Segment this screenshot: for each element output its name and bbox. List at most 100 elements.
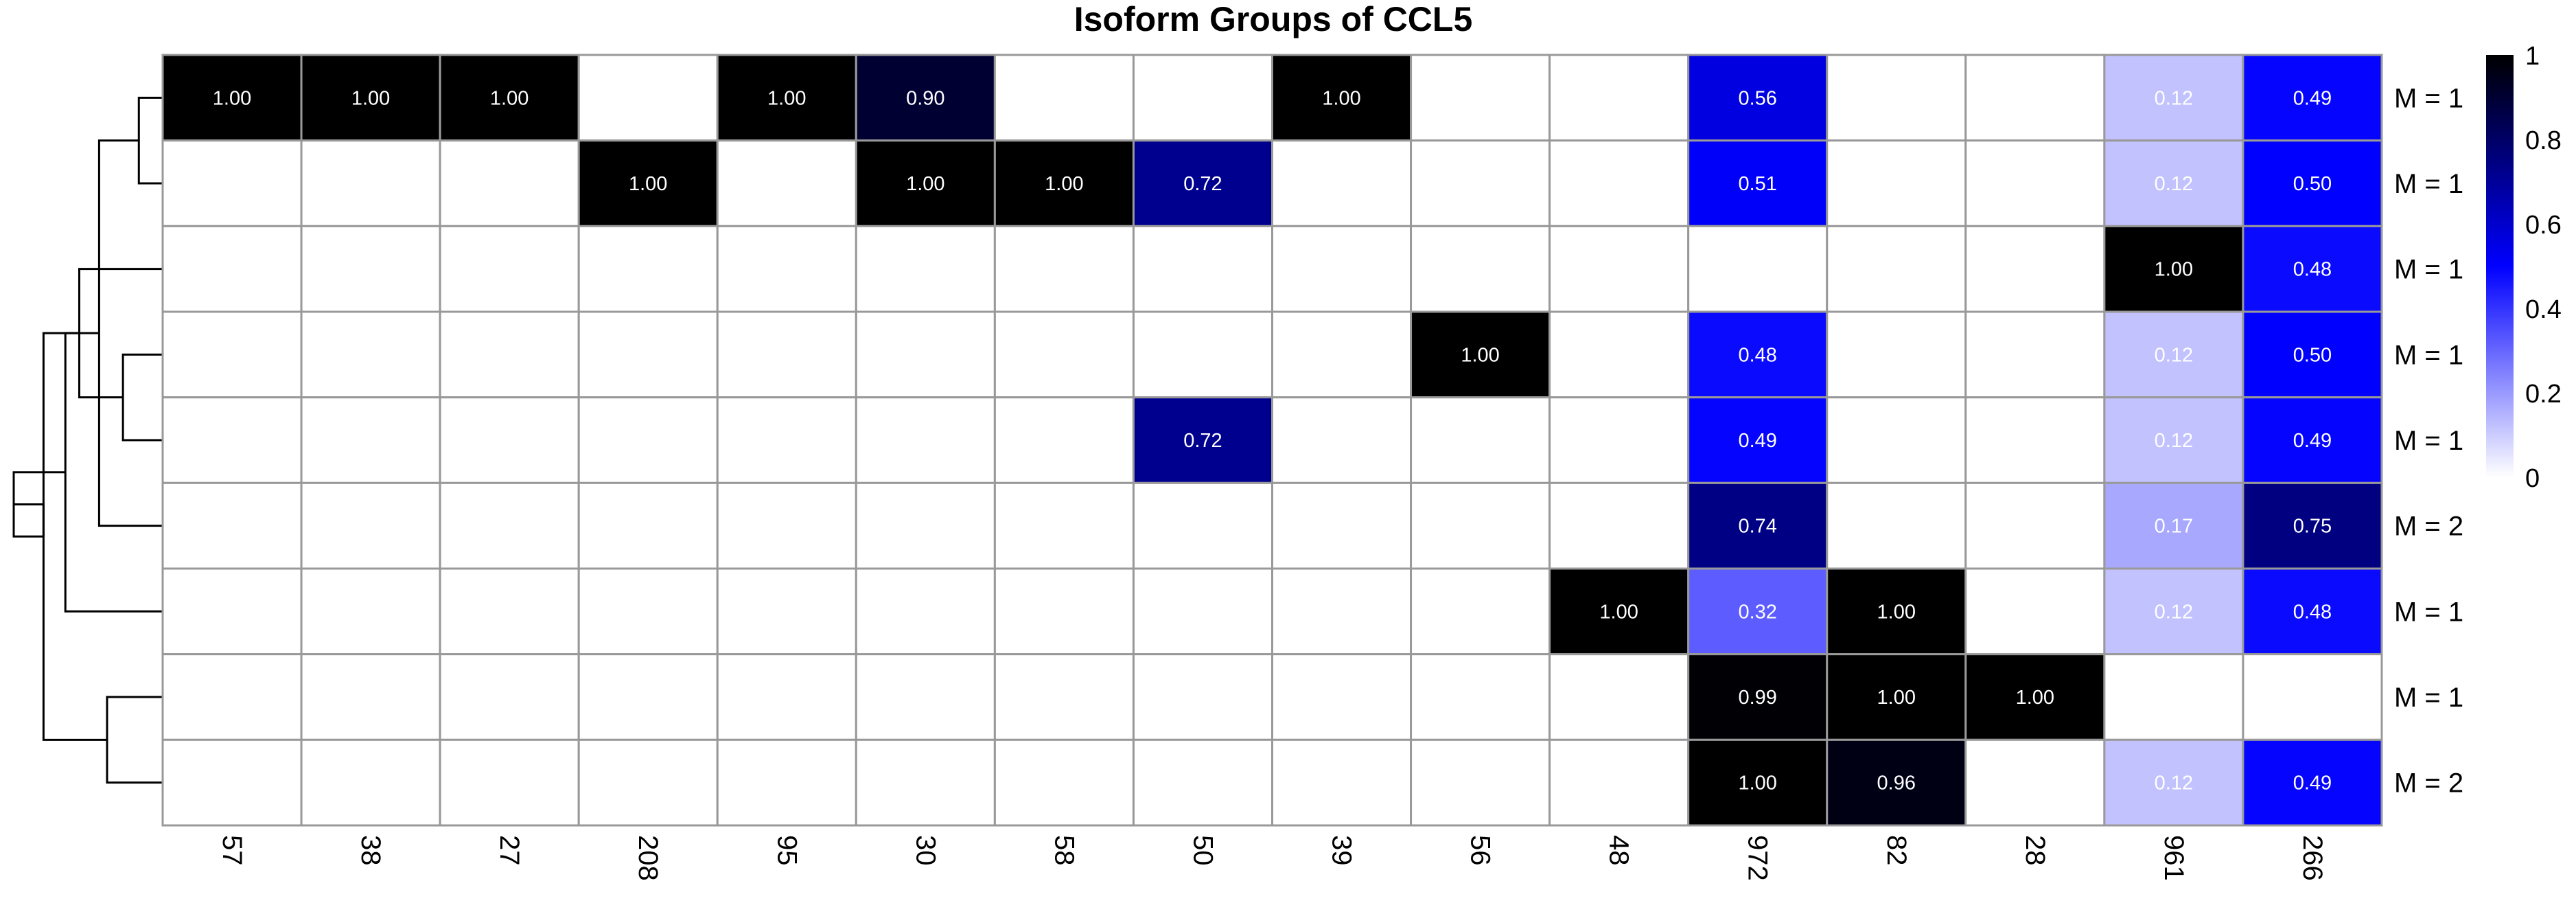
- heatmap-cell: [1132, 481, 1273, 570]
- heatmap-cell: [577, 653, 719, 741]
- heatmap-cell: [1964, 310, 2106, 399]
- chart-title: Isoform Groups of CCL5: [1074, 0, 1473, 38]
- heatmap-cell: [855, 481, 996, 570]
- legend-color-bar: [2486, 55, 2514, 477]
- heatmap-cell: [1964, 738, 2106, 827]
- cell-value-label: 0.49: [2293, 430, 2332, 452]
- heatmap-cell: [716, 396, 857, 484]
- heatmap-cell: [439, 139, 580, 227]
- cell-value-label: 0.75: [2293, 516, 2332, 538]
- cell-value-label: 1.00: [2016, 687, 2054, 709]
- legend-tick-label: 0.2: [2525, 380, 2562, 409]
- heatmap-cell: [1826, 54, 1967, 142]
- row-label: M = 1: [2394, 340, 2463, 370]
- heatmap-cell: [1132, 567, 1273, 656]
- dendrogram-branch: [137, 96, 163, 185]
- heatmap-cell: [2242, 225, 2383, 313]
- heatmap-cell: [300, 653, 441, 741]
- heatmap-cell: [1548, 481, 1690, 570]
- cell-value-label: 0.49: [1738, 430, 1776, 452]
- row-label: M = 1: [2394, 683, 2463, 713]
- heatmap-cell: [1410, 738, 1551, 827]
- heatmap-cell: [1826, 481, 1967, 570]
- heatmap-cell: [161, 738, 303, 827]
- column-label: 48: [1604, 835, 1634, 866]
- cell-value-label: 0.50: [2293, 173, 2332, 195]
- heatmap-cell: [1271, 396, 1413, 484]
- heatmap-cell: [439, 567, 580, 656]
- cell-value-label: 0.12: [2155, 601, 2193, 623]
- heatmap-cell: [855, 225, 996, 313]
- heatmap-cell: [1964, 396, 2106, 484]
- heatmap-cell: [577, 310, 719, 399]
- cell-value-label: 0.99: [1738, 687, 1776, 709]
- heatmap-cell: [1687, 567, 1829, 656]
- heatmap-cell: [716, 225, 857, 313]
- cell-value-label: 1.00: [490, 87, 529, 109]
- legend-tick-label: 0: [2525, 464, 2540, 493]
- heatmap-cell: [161, 225, 303, 313]
- column-label: 39: [1327, 835, 1357, 866]
- cell-value-label: 0.96: [1877, 773, 1916, 795]
- heatmap-cell: [993, 54, 1135, 142]
- heatmap-cell: [1826, 225, 1967, 313]
- row-label: M = 1: [2394, 255, 2463, 285]
- heatmap-cell: [1410, 54, 1551, 142]
- heatmap-cell: [993, 567, 1135, 656]
- heatmap-cell: [1271, 310, 1413, 399]
- heatmap-cell: [1132, 310, 1273, 399]
- row-labels: M = 1 M = 1 M = 1 M = 1 M = 1 M = 2 M = 1 M = 1…: [2394, 83, 2463, 798]
- heatmap-cell: [1410, 310, 1551, 399]
- heatmap-cell: [1687, 738, 1829, 827]
- dendrogram-branch: [106, 696, 163, 784]
- heatmap-cell: [2103, 653, 2244, 741]
- cell-value-label: 0.49: [2293, 87, 2332, 109]
- heatmap-cell: [993, 653, 1135, 741]
- dendrogram-branch: [97, 139, 163, 527]
- heatmap-cell: [1132, 738, 1273, 827]
- heatmap-cell: [577, 54, 719, 142]
- heatmap-cell: [300, 567, 441, 656]
- heatmap-cell: [439, 653, 580, 741]
- row-label: M = 1: [2394, 169, 2463, 199]
- column-label: 28: [2020, 835, 2050, 866]
- heatmap-cell: [439, 225, 580, 313]
- heatmap-cell: [2242, 139, 2383, 227]
- row-label: M = 1: [2394, 597, 2463, 627]
- heatmap-cell: [2103, 396, 2244, 484]
- heatmap-cell: [577, 225, 719, 313]
- heatmap-cell: [2103, 139, 2244, 227]
- heatmap-cell: [993, 310, 1135, 399]
- heatmap-cell: [855, 738, 996, 827]
- cell-value-label: 1.00: [1599, 601, 1638, 623]
- heatmap-cell: [1548, 225, 1690, 313]
- heatmap-cell: [161, 653, 303, 741]
- heatmap-cell: [716, 653, 857, 741]
- heatmap-cell: [1410, 225, 1551, 313]
- heatmap-cell: [1826, 738, 1967, 827]
- heatmap-cell: [161, 54, 303, 142]
- heatmap-cell: [1410, 481, 1551, 570]
- cell-value-label: 0.74: [1738, 516, 1776, 538]
- heatmap-cell: [716, 567, 857, 656]
- row-label: M = 1: [2394, 426, 2463, 456]
- heatmap-cell: [1548, 396, 1690, 484]
- heatmap-cell: [993, 396, 1135, 484]
- row-label: M = 2: [2394, 768, 2463, 799]
- column-label: 972: [1743, 835, 1773, 881]
- column-label: 56: [1465, 835, 1496, 866]
- heatmap-cell: [855, 310, 996, 399]
- heatmap-cell: [577, 738, 719, 827]
- heatmap-cell: [716, 481, 857, 570]
- heatmap-cell: [439, 54, 580, 142]
- heatmap-cell: [716, 139, 857, 227]
- dendrogram-branch: [42, 332, 107, 741]
- row-label: M = 1: [2394, 83, 2463, 113]
- heatmap-cell: [1548, 738, 1690, 827]
- heatmap-cell: [1271, 225, 1413, 313]
- column-label: 58: [1049, 835, 1079, 866]
- heatmap-cell: [300, 225, 441, 313]
- cell-value-label: 1.00: [767, 87, 806, 109]
- heatmap-cell: [1687, 653, 1829, 741]
- column-label: 30: [910, 835, 940, 866]
